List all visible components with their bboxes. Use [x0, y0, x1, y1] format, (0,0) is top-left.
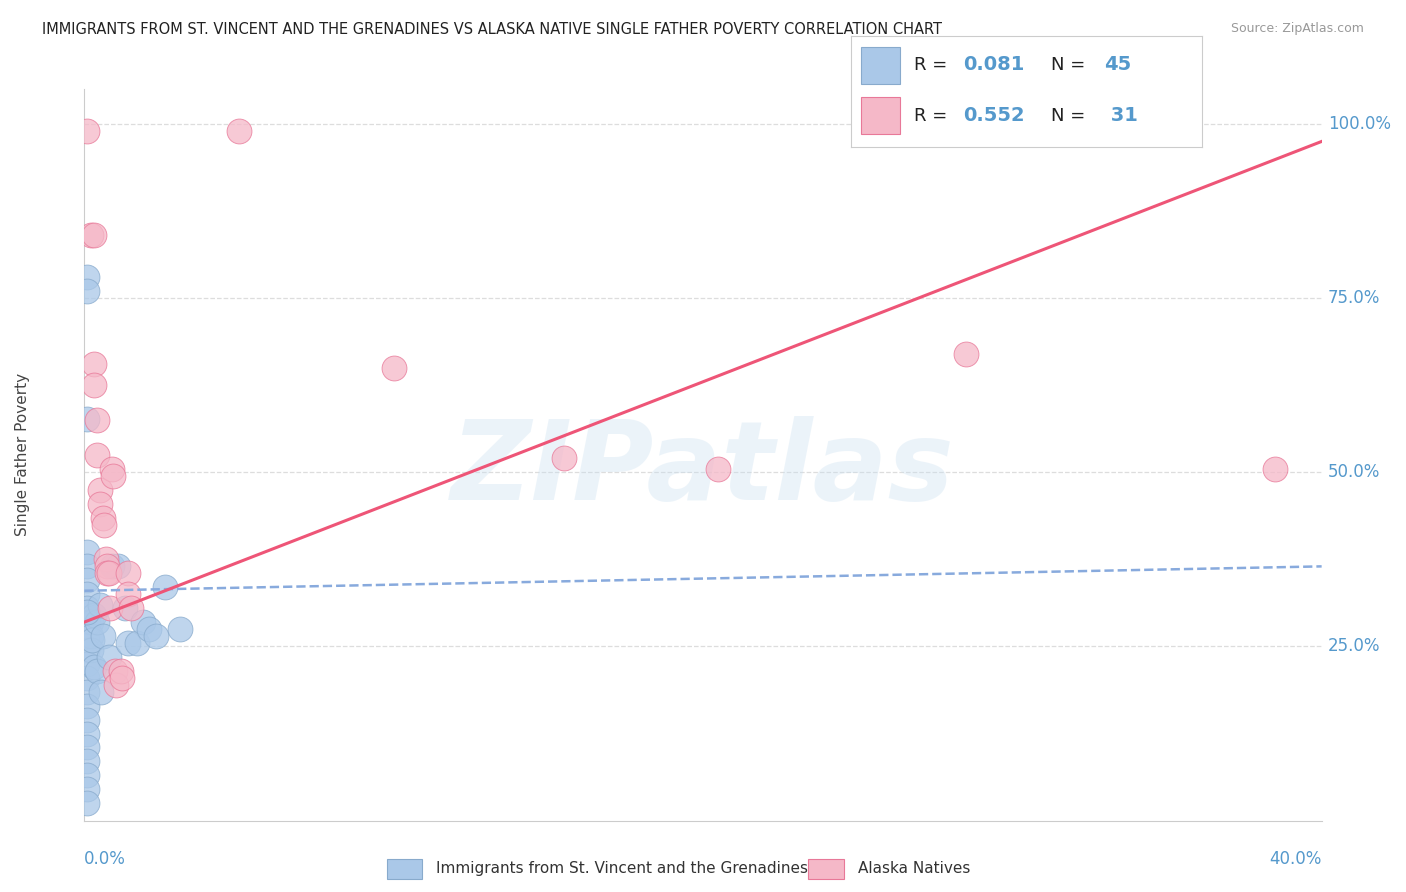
Point	[76, 782, 98, 797]
Point	[107, 559, 129, 574]
Point	[94, 552, 117, 566]
Text: Single Father Poverty: Single Father Poverty	[15, 374, 30, 536]
Point	[104, 678, 127, 692]
Point	[86, 413, 108, 427]
Point	[98, 649, 121, 664]
Point	[98, 601, 121, 615]
Point	[76, 587, 98, 601]
Point	[89, 483, 111, 497]
Text: N =: N =	[1050, 107, 1091, 125]
Point	[90, 685, 112, 699]
Text: 50.0%: 50.0%	[1327, 463, 1381, 482]
Text: R =: R =	[914, 55, 953, 74]
Point	[93, 517, 115, 532]
Point	[125, 636, 148, 650]
Text: 25.0%: 25.0%	[1327, 638, 1381, 656]
Point	[169, 622, 191, 636]
Point	[76, 671, 98, 685]
Point	[86, 664, 108, 678]
Text: 75.0%: 75.0%	[1327, 289, 1381, 307]
Bar	[860, 47, 900, 84]
Point	[76, 545, 98, 559]
Point	[76, 601, 98, 615]
Text: 0.081: 0.081	[963, 55, 1025, 74]
Point	[86, 448, 108, 462]
Point	[76, 284, 98, 298]
Point	[707, 462, 730, 476]
Point	[79, 643, 101, 657]
Bar	[860, 97, 900, 134]
Point	[76, 755, 98, 769]
Text: 0.0%: 0.0%	[84, 850, 127, 868]
Text: 40.0%: 40.0%	[1270, 850, 1322, 868]
Point	[83, 378, 105, 392]
Text: Source: ZipAtlas.com: Source: ZipAtlas.com	[1230, 22, 1364, 36]
Point	[153, 580, 176, 594]
Point	[117, 587, 139, 601]
Point	[98, 566, 121, 581]
Point	[83, 608, 105, 623]
Point	[96, 566, 118, 581]
Point	[79, 228, 101, 243]
Point	[101, 559, 124, 574]
Point	[76, 713, 98, 727]
Point	[76, 657, 98, 671]
Point	[76, 768, 98, 782]
Point	[120, 601, 142, 615]
Point	[76, 740, 98, 755]
Point	[1264, 462, 1286, 476]
Point	[76, 685, 98, 699]
Point	[76, 124, 98, 138]
Point	[76, 270, 98, 285]
Text: 100.0%: 100.0%	[1327, 115, 1391, 133]
Point	[76, 412, 98, 426]
Point	[145, 629, 167, 643]
Point	[117, 566, 139, 581]
Point	[83, 357, 105, 371]
Point	[79, 629, 101, 643]
Point	[76, 643, 98, 657]
Text: ZIPatlas: ZIPatlas	[451, 416, 955, 523]
Text: 31: 31	[1104, 106, 1137, 126]
Text: N =: N =	[1050, 55, 1091, 74]
Point	[138, 622, 160, 636]
Point	[86, 615, 108, 629]
Point	[101, 468, 124, 483]
Point	[89, 497, 111, 511]
Point	[104, 664, 127, 678]
Point	[117, 636, 139, 650]
Point	[82, 632, 104, 647]
Point	[83, 228, 105, 243]
Point	[76, 698, 98, 713]
Point	[89, 598, 111, 612]
Point	[76, 726, 98, 740]
Point	[955, 347, 977, 361]
Text: R =: R =	[914, 107, 953, 125]
Point	[111, 671, 134, 685]
Point	[96, 559, 118, 574]
Text: 0.552: 0.552	[963, 106, 1025, 126]
Text: 45: 45	[1104, 55, 1130, 74]
Point	[83, 660, 105, 674]
Point	[77, 615, 100, 629]
Point	[114, 601, 136, 615]
Point	[553, 451, 575, 466]
Point	[91, 629, 114, 643]
Text: Immigrants from St. Vincent and the Grenadines: Immigrants from St. Vincent and the Gren…	[436, 862, 808, 876]
Point	[76, 605, 98, 619]
Point	[76, 629, 98, 643]
Text: IMMIGRANTS FROM ST. VINCENT AND THE GRENADINES VS ALASKA NATIVE SINGLE FATHER PO: IMMIGRANTS FROM ST. VINCENT AND THE GREN…	[42, 22, 942, 37]
Point	[110, 664, 132, 678]
Point	[91, 510, 114, 524]
Point	[132, 615, 155, 629]
Text: Alaska Natives: Alaska Natives	[858, 862, 970, 876]
Point	[382, 360, 405, 375]
Point	[76, 796, 98, 810]
Point	[76, 559, 98, 574]
Point	[79, 615, 101, 629]
Point	[76, 574, 98, 588]
Point	[101, 462, 124, 476]
Point	[228, 124, 250, 138]
